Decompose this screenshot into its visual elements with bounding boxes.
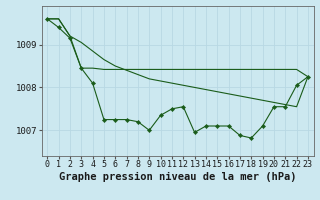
X-axis label: Graphe pression niveau de la mer (hPa): Graphe pression niveau de la mer (hPa) — [59, 172, 296, 182]
